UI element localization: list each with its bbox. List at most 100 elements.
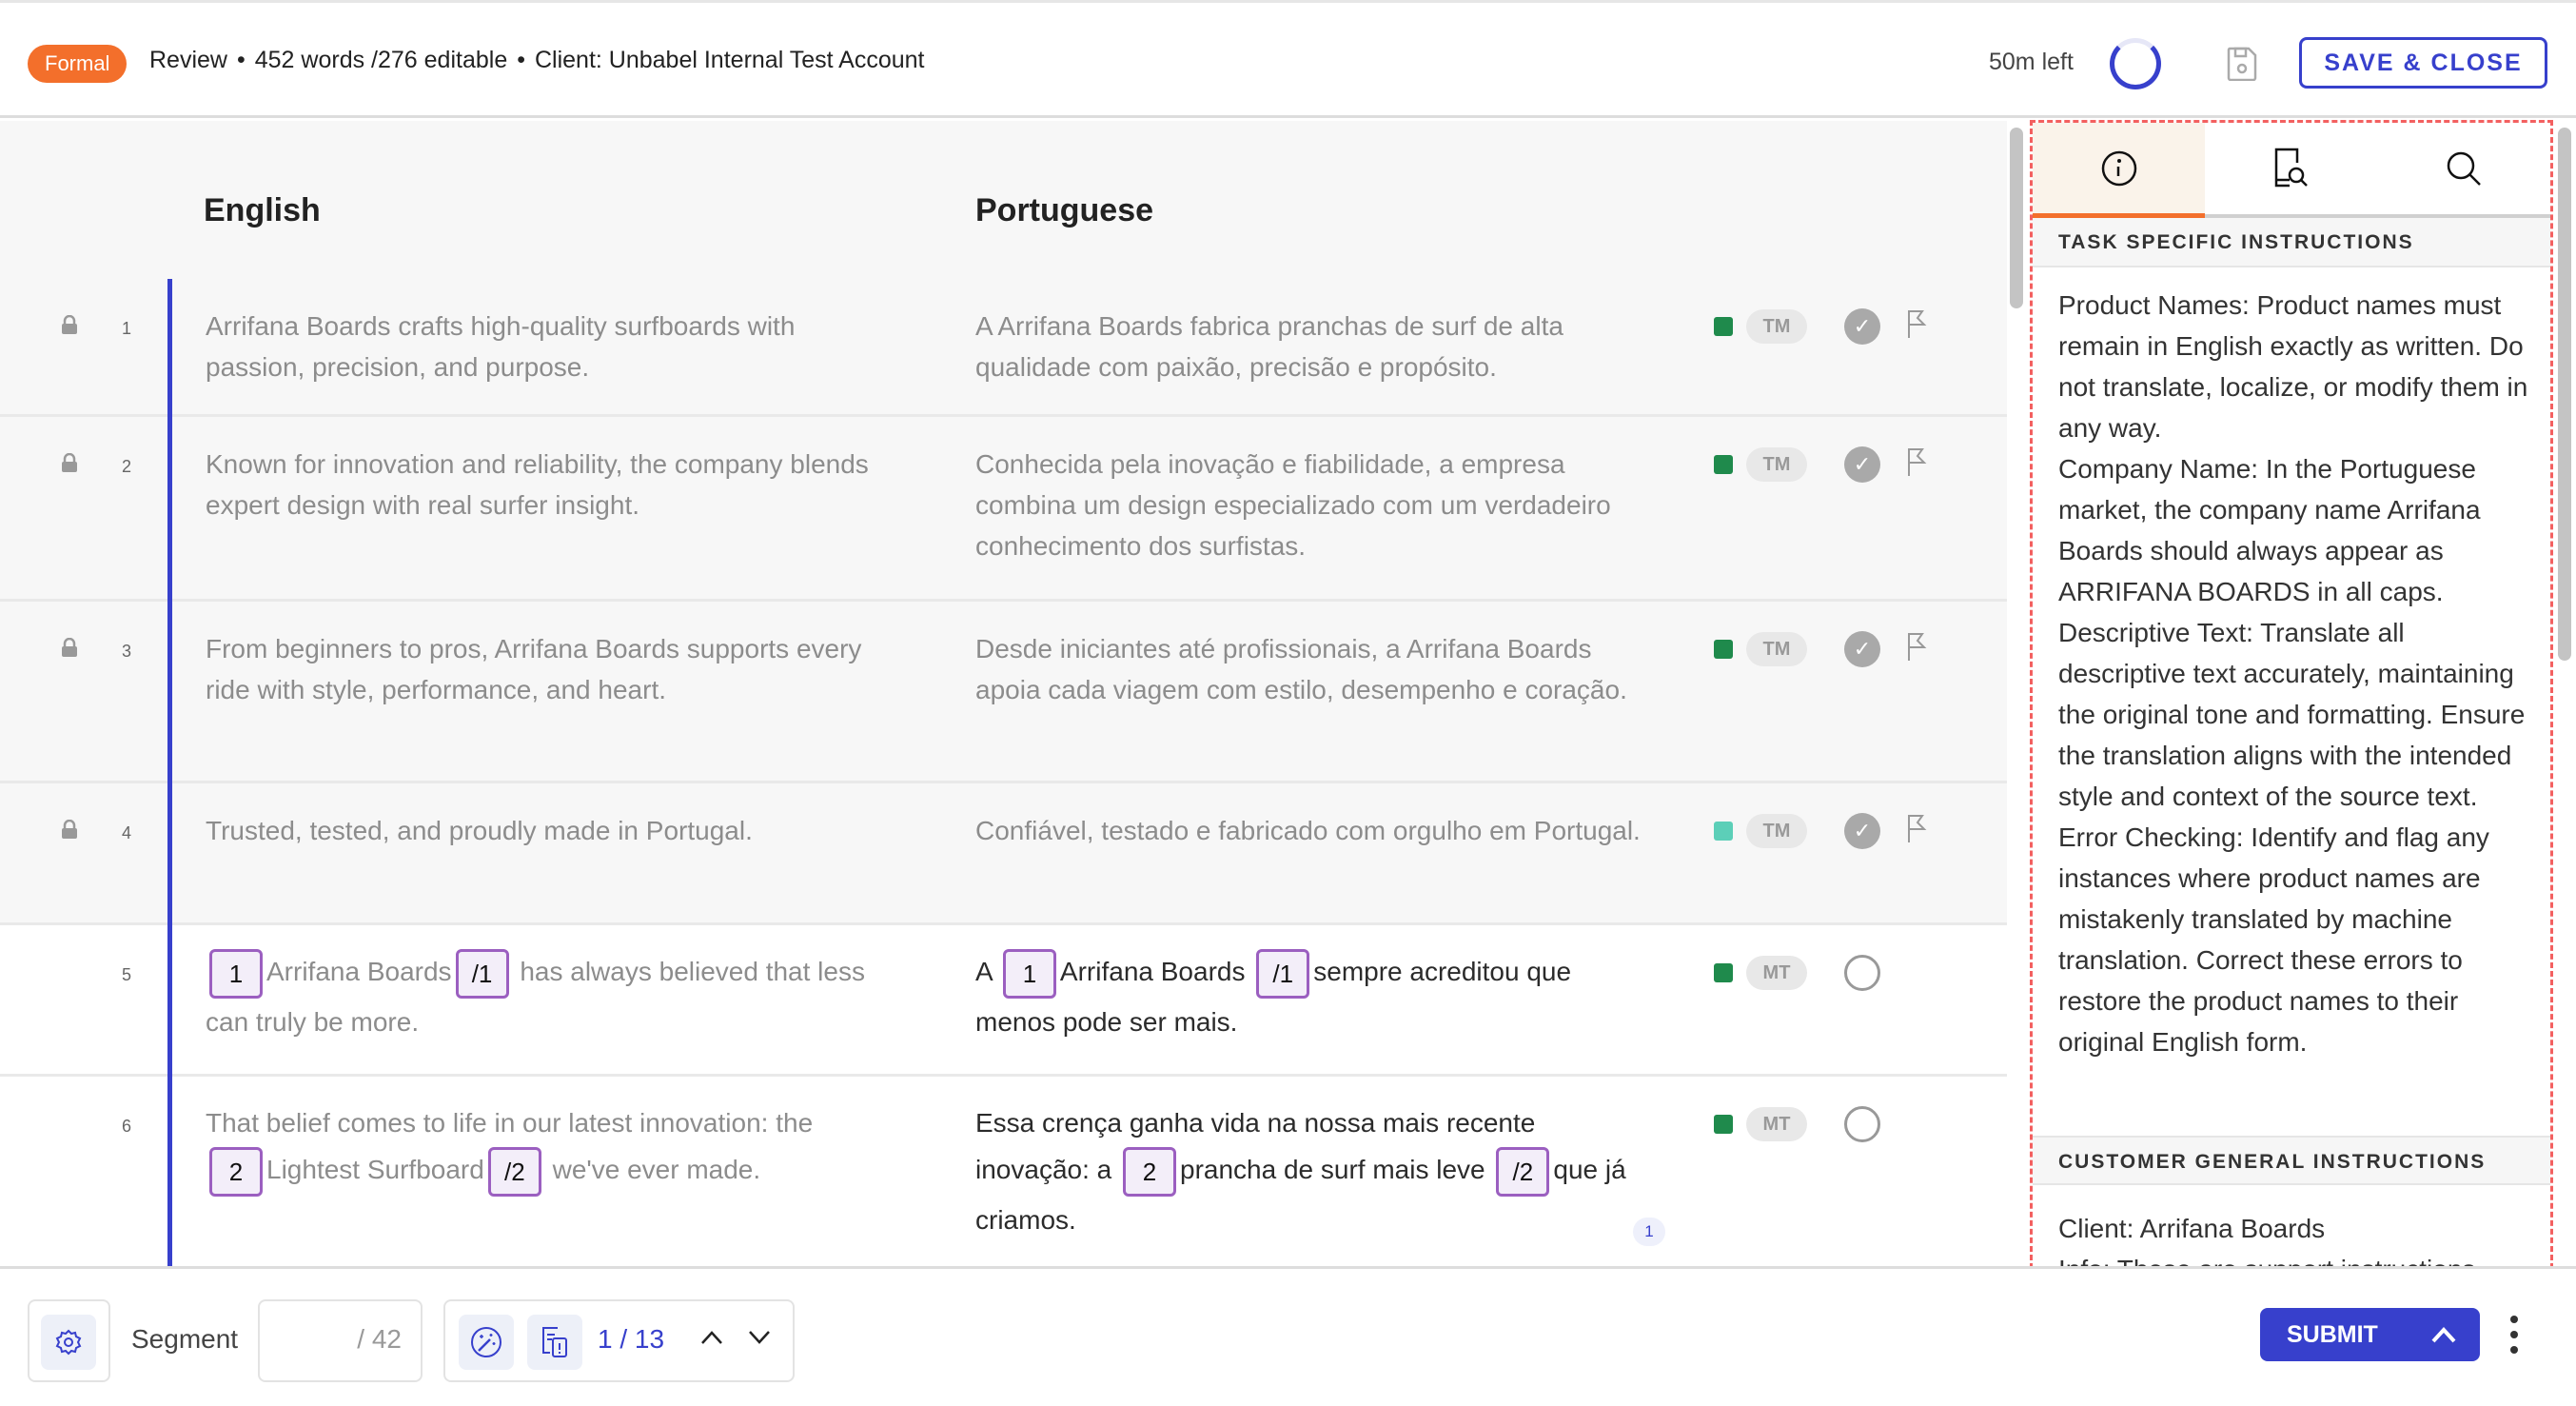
confirmed-check-icon[interactable]: ✓	[1844, 813, 1880, 849]
more-options-icon[interactable]	[2505, 1314, 2524, 1356]
task-info: Review • 452 words /276 editable • Client: U…	[149, 47, 925, 74]
submit-button[interactable]: SUBMIT	[2260, 1308, 2480, 1361]
segment-row[interactable]: 4 Trusted, tested, and proudly made in P…	[0, 783, 2007, 925]
segment-number: 5	[122, 965, 132, 984]
settings-icon-wrap	[41, 1315, 96, 1370]
target-text[interactable]: A Arrifana Boards fabrica pranchas de su…	[975, 311, 1563, 382]
customer-instructions-text: Client: Arrifana Boards Info: These are …	[2058, 1214, 2475, 1266]
panel-scrollbar[interactable]	[2558, 128, 2571, 661]
match-indicator	[1714, 640, 1733, 659]
confirm-circle-icon[interactable]	[1844, 1106, 1880, 1142]
confirmed-check-icon[interactable]: ✓	[1844, 631, 1880, 667]
task-instructions-heading: TASK SPECIFIC INSTRUCTIONS	[2033, 218, 2550, 267]
target-text[interactable]: Conhecida pela inovação e fiabilidade, a…	[975, 449, 1611, 561]
separator: •	[517, 47, 525, 73]
segment-row[interactable]: 2 Known for innovation and reliability, …	[0, 417, 2007, 602]
origin-badge: TM	[1746, 309, 1807, 344]
timer-ring-icon	[2110, 38, 2161, 89]
tab-search[interactable]	[2377, 123, 2549, 214]
origin-badge: TM	[1746, 447, 1807, 482]
tag-close[interactable]: /1	[1256, 948, 1310, 999]
segment-row[interactable]: 5 1 Arrifana Boards/1 has always believed…	[0, 925, 2007, 1077]
text-run: Arrifana Boards	[266, 957, 452, 986]
lock-icon	[62, 453, 77, 472]
lock-icon	[62, 315, 77, 334]
tag-open[interactable]: 2	[209, 1146, 263, 1197]
customer-instructions-heading: CUSTOMER GENERAL INSTRUCTIONS	[2033, 1136, 2550, 1185]
auto-fix-button[interactable]	[459, 1315, 514, 1370]
separator: •	[236, 47, 246, 73]
tag-close[interactable]: /1	[455, 948, 509, 999]
flag-icon[interactable]	[1907, 309, 1928, 338]
target-text[interactable]: Desde iniciantes até profissionais, a Ar…	[975, 634, 1627, 704]
segment-row[interactable]: 3 From beginners to pros, Arrifana Board…	[0, 602, 2007, 783]
issues-button[interactable]	[527, 1315, 582, 1370]
target-text[interactable]: Confiável, testado e fabricado com orgul…	[975, 816, 1641, 845]
settings-button[interactable]	[28, 1299, 110, 1382]
source-text: 1 Arrifana Boards/1 has always believed t…	[206, 948, 872, 1045]
magic-wand-icon	[471, 1327, 501, 1357]
text-run: Lightest Surfboard	[266, 1155, 484, 1184]
segment-number: 1	[122, 319, 132, 338]
target-text[interactable]: A 1 Arrifana Boards /1 sempre acreditou qu…	[975, 948, 1642, 1045]
tag-open[interactable]: 1	[209, 948, 263, 999]
info-icon	[2101, 150, 2136, 186]
segment-number: 2	[122, 457, 132, 476]
word-count: 452 words /276 editable	[254, 47, 508, 73]
tag-close[interactable]: /2	[1496, 1146, 1550, 1197]
tag-open[interactable]: 1	[1002, 948, 1056, 999]
tag-close[interactable]: /2	[487, 1146, 541, 1197]
confirmed-check-icon[interactable]: ✓	[1844, 446, 1880, 483]
issue-count: 1 / 13	[598, 1324, 665, 1354]
top-bar: Formal Review • 452 words /276 editable • Cl…	[0, 0, 2576, 118]
segment-editor: English Portuguese 1 Arrifana Boards cra…	[0, 121, 2007, 1266]
gear-icon	[55, 1329, 82, 1356]
save-close-button[interactable]: SAVE & CLOSE	[2299, 37, 2547, 89]
text-run: we've ever made.	[552, 1155, 761, 1184]
submit-label: SUBMIT	[2287, 1321, 2378, 1348]
text-run: A	[975, 957, 993, 986]
segment-total: / 42	[357, 1324, 402, 1354]
source-text: Known for innovation and reliability, th…	[206, 449, 869, 520]
segment-jump-input[interactable]: / 42	[258, 1299, 423, 1382]
source-language-header: English	[204, 192, 321, 228]
flag-icon[interactable]	[1907, 447, 1928, 476]
target-text[interactable]: Essa crença ganha vida na nossa mais rec…	[975, 1099, 1642, 1243]
text-run: That belief comes to life in our latest …	[206, 1108, 814, 1138]
chevron-up-icon[interactable]	[2430, 1325, 2457, 1344]
segment-label: Segment	[131, 1324, 239, 1354]
segment-row[interactable]: 1 Arrifana Boards crafts high-quality su…	[0, 279, 2007, 417]
match-indicator	[1714, 317, 1733, 336]
segment-number: 6	[122, 1117, 132, 1136]
flag-icon[interactable]	[1907, 632, 1928, 661]
tag-open[interactable]: 2	[1123, 1146, 1176, 1197]
origin-badge: MT	[1746, 956, 1807, 990]
source-text: Arrifana Boards crafts high-quality surf…	[206, 311, 796, 382]
task-instructions-text: Product Names: Product names must remain…	[2058, 290, 2528, 1057]
match-indicator	[1714, 1115, 1733, 1134]
tone-badge: Formal	[28, 45, 128, 83]
save-icon[interactable]	[2227, 47, 2257, 81]
time-left: 50m left	[1989, 49, 2074, 75]
text-run: prancha de surf mais leve	[1180, 1155, 1485, 1184]
origin-badge: TM	[1746, 814, 1807, 848]
editor-scrollbar[interactable]	[2010, 128, 2023, 308]
instructions-panel: TASK SPECIFIC INSTRUCTIONS Product Names…	[2030, 120, 2553, 1269]
tab-document-search[interactable]	[2205, 123, 2377, 214]
tab-info[interactable]	[2033, 123, 2205, 218]
chevron-down-icon[interactable]	[748, 1330, 771, 1345]
lock-icon	[62, 638, 77, 657]
comment-count-badge[interactable]: 1	[1633, 1218, 1665, 1246]
segment-row[interactable]: 6 That belief comes to life in our lates…	[0, 1077, 2007, 1266]
source-text: From beginners to pros, Arrifana Boards …	[206, 634, 862, 704]
client-name: Client: Unbabel Internal Test Account	[534, 47, 925, 73]
target-language-header: Portuguese	[975, 192, 1154, 228]
text-run: Essa crença ganha vida na nossa mais rec…	[975, 1108, 1536, 1184]
text-run: Arrifana Boards	[1059, 957, 1246, 986]
confirm-circle-icon[interactable]	[1844, 955, 1880, 991]
chevron-up-icon[interactable]	[700, 1330, 723, 1345]
search-icon	[2447, 151, 2481, 186]
flag-icon[interactable]	[1907, 814, 1928, 842]
confirmed-check-icon[interactable]: ✓	[1844, 308, 1880, 345]
source-text: Trusted, tested, and proudly made in Por…	[206, 816, 753, 845]
